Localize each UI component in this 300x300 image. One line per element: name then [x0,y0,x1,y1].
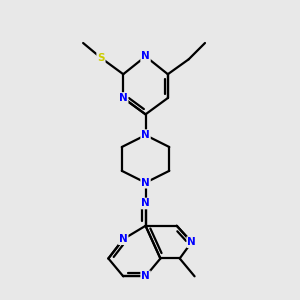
Text: N: N [187,237,196,247]
Text: N: N [119,234,128,244]
Text: N: N [141,199,150,208]
Text: N: N [141,271,150,281]
Text: S: S [97,53,105,63]
Text: N: N [141,178,150,188]
Text: N: N [141,130,150,140]
Text: N: N [141,51,150,62]
Text: N: N [119,93,128,103]
